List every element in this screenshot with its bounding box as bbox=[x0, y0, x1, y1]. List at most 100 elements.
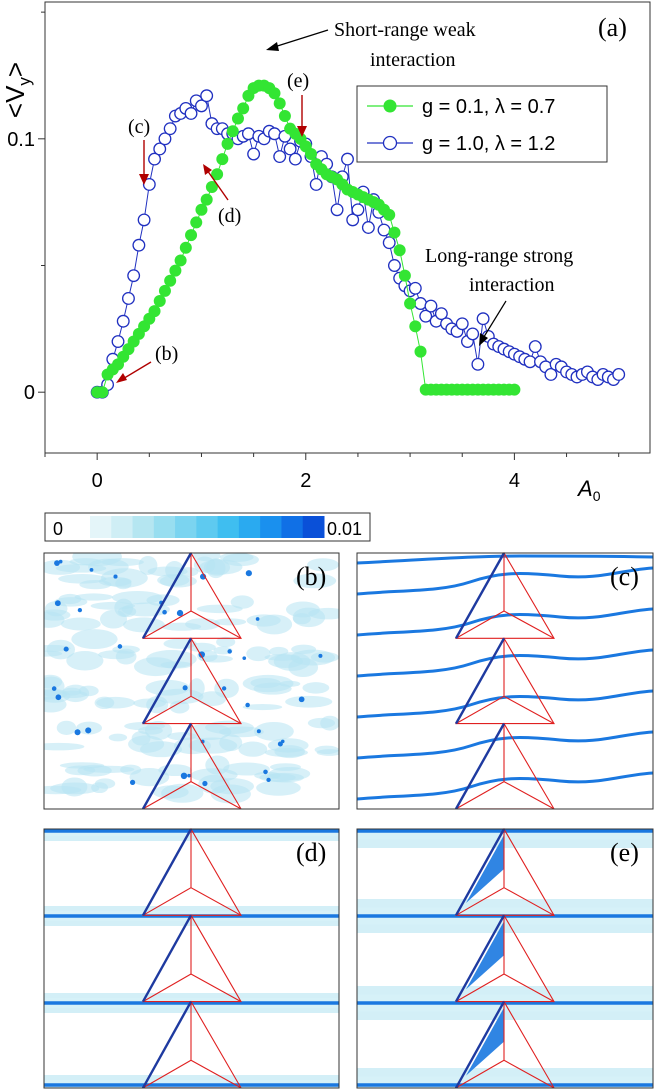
legend-entry-green: g = 0.1, λ = 0.7 bbox=[367, 96, 555, 118]
data-point-blue bbox=[330, 203, 344, 217]
data-point-blue bbox=[247, 147, 261, 161]
data-point-blue bbox=[377, 223, 391, 237]
data-point-blue bbox=[148, 152, 161, 166]
y-axis-label: <Vy> bbox=[0, 62, 34, 118]
annotation-c-arrowhead bbox=[139, 174, 149, 185]
data-point-green bbox=[393, 244, 406, 257]
colorbar-step bbox=[132, 516, 155, 538]
data-point-blue bbox=[195, 99, 208, 113]
data-point-blue bbox=[158, 132, 172, 146]
annotation-long-range-line1: Long-range strong bbox=[425, 245, 573, 267]
colorbar: 0 0.01 bbox=[44, 512, 371, 542]
legend: g = 0.1, λ = 0.7 g = 1.0, λ = 1.2 bbox=[356, 85, 608, 163]
data-point-blue bbox=[476, 312, 490, 326]
y-axis-label-main: <V bbox=[0, 85, 30, 118]
y-axis-label-close: > bbox=[0, 62, 30, 77]
triangle-obstacle bbox=[141, 722, 242, 810]
panel-label-a: (a) bbox=[598, 13, 627, 42]
panel-e-density bbox=[357, 829, 653, 1088]
annotation-long-range-arrow bbox=[481, 300, 507, 341]
x-tick-label: 4 bbox=[509, 470, 520, 492]
data-point-blue bbox=[466, 327, 480, 341]
panel-d-heatmap: (d) bbox=[43, 827, 340, 1089]
x-axis-label-sub: 0 bbox=[593, 488, 601, 504]
data-point-green bbox=[231, 112, 244, 125]
data-point-green bbox=[383, 208, 396, 221]
data-point-blue bbox=[241, 127, 255, 141]
data-point-green bbox=[221, 137, 234, 150]
series-green bbox=[91, 79, 521, 399]
panel-b-heatmap: (b) bbox=[43, 551, 340, 810]
y-axis-label-sub: y bbox=[15, 77, 34, 86]
data-point-blue bbox=[351, 203, 365, 217]
legend-marker-open bbox=[382, 135, 398, 151]
legend-marker-filled bbox=[383, 99, 397, 113]
data-point-green bbox=[388, 226, 401, 239]
data-point-green bbox=[414, 345, 427, 358]
data-point-green bbox=[398, 269, 411, 282]
data-point-green bbox=[195, 203, 208, 216]
panel-d-frame bbox=[43, 828, 340, 1089]
data-point-green bbox=[237, 102, 250, 115]
annotation-c: (c) bbox=[128, 116, 150, 185]
annotation-d-label: (d) bbox=[218, 205, 241, 227]
annotation-long-range: Long-range strong interaction bbox=[425, 245, 573, 346]
data-point-blue bbox=[361, 221, 375, 234]
panel-label-e: (e) bbox=[610, 838, 639, 867]
data-point-blue bbox=[116, 314, 130, 328]
legend-label-blue: g = 1.0, λ = 1.2 bbox=[422, 133, 555, 155]
colorbar-step bbox=[153, 516, 176, 538]
triangle-obstacle bbox=[141, 827, 242, 916]
data-point-blue bbox=[153, 142, 167, 156]
panel-e-heatmap: (e) bbox=[356, 827, 654, 1089]
legend-box bbox=[356, 85, 608, 163]
data-point-green bbox=[404, 297, 417, 310]
y-tick-label: 0.1 bbox=[7, 129, 35, 151]
colorbar-step bbox=[175, 516, 197, 538]
annotation-long-range-line2: interaction bbox=[469, 274, 555, 296]
annotation-short-range: Short-range weak interaction bbox=[266, 19, 476, 71]
data-point-green bbox=[200, 193, 213, 206]
annotation-e-label: (e) bbox=[287, 70, 309, 92]
data-point-green bbox=[164, 274, 177, 287]
colorbar-step bbox=[217, 516, 240, 538]
data-point-green bbox=[211, 168, 224, 181]
triangle-obstacle bbox=[141, 914, 242, 1003]
data-point-blue bbox=[137, 213, 151, 227]
y-tick-label: 0 bbox=[24, 382, 35, 404]
panel-e-obstacles bbox=[454, 827, 555, 1089]
annotation-short-range-line1: Short-range weak bbox=[334, 19, 476, 41]
panel-label-b: (b) bbox=[296, 562, 326, 591]
data-point-blue bbox=[424, 299, 438, 313]
legend-label-green: g = 0.1, λ = 0.7 bbox=[422, 96, 555, 118]
panel-c-frame bbox=[356, 552, 654, 810]
colorbar-min-label: 0 bbox=[53, 519, 63, 539]
panel-d-obstacles bbox=[141, 827, 242, 1089]
x-tick-label: 2 bbox=[300, 470, 311, 492]
colorbar-step bbox=[260, 516, 282, 538]
data-point-blue bbox=[346, 213, 360, 227]
data-point-green bbox=[273, 97, 286, 110]
axis-tick-labels: 0 2 4 0 0.1 bbox=[7, 129, 520, 492]
data-point-blue bbox=[414, 297, 427, 310]
data-point-blue bbox=[184, 107, 198, 120]
panel-e-frame bbox=[356, 828, 654, 1089]
data-point-blue bbox=[283, 142, 297, 156]
colorbar-steps bbox=[90, 516, 325, 538]
x-axis-label: A0 bbox=[576, 476, 601, 504]
data-point-blue bbox=[200, 89, 214, 103]
data-point-blue bbox=[528, 340, 542, 354]
triangle-obstacle bbox=[454, 827, 555, 916]
data-point-blue bbox=[163, 122, 177, 136]
colorbar-step bbox=[111, 516, 134, 538]
data-point-blue bbox=[273, 150, 287, 164]
x-axis-label-main: A bbox=[576, 476, 593, 501]
annotation-short-range-line2: interaction bbox=[370, 49, 456, 71]
data-point-green bbox=[185, 229, 198, 242]
colorbar-step bbox=[90, 516, 112, 538]
triangle-obstacle bbox=[454, 637, 555, 725]
annotation-b-arrow bbox=[120, 361, 152, 381]
annotation-c-label: (c) bbox=[128, 116, 150, 138]
data-point-blue bbox=[434, 307, 448, 321]
annotation-e-arrowhead bbox=[297, 126, 307, 137]
